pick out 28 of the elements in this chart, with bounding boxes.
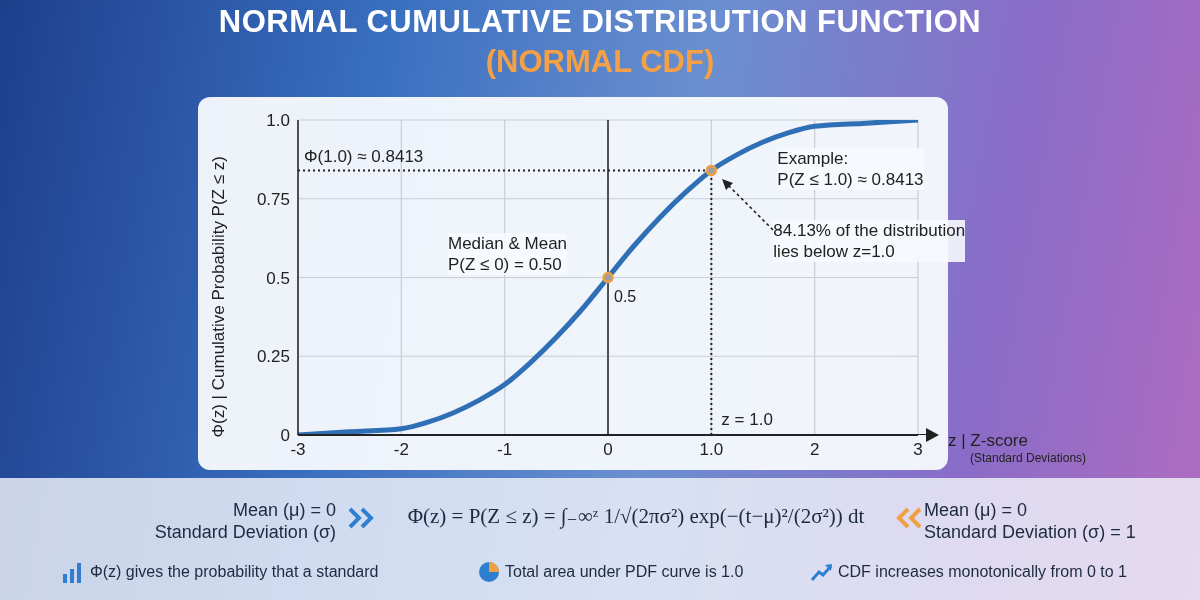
ref-line-label: Φ(1.0) ≈ 0.8413 xyxy=(304,147,424,167)
x-tick-label: 1.0 xyxy=(699,440,724,460)
y-tick-label: 0.25 xyxy=(256,347,290,367)
annotation: Median & Mean P(Z ≤ 0) = 0.50 xyxy=(448,232,568,275)
x-axis-title: z | Z-score (Standard Deviations) xyxy=(948,431,1087,465)
x-tick-label: 0 xyxy=(603,440,613,460)
y-tick-label: 0 xyxy=(280,426,290,446)
text: Total area under PDF curve is 1.0 xyxy=(505,562,745,582)
annotation: 84.13% of the distribution lies below z=1.0 xyxy=(773,220,966,263)
chart-subtitle: (NORMAL CDF) xyxy=(484,44,716,80)
data-label: 0.5 xyxy=(614,287,637,305)
x-tick-label: 3 xyxy=(913,440,923,460)
x-tick-label: -2 xyxy=(393,440,409,460)
x-tick-label: 2 xyxy=(809,440,820,460)
y-axis-title: Φ(z) | Cumulative Probability P(Z ≤ z) xyxy=(209,156,229,438)
text: Φ(z) gives the probability that a standard xyxy=(90,562,380,582)
text: Mean (μ) = 0 Standard Deviation (σ) = 1 xyxy=(924,500,1137,544)
y-tick-label: 0.5 xyxy=(266,268,290,288)
ref-line-label: z = 1.0 xyxy=(721,410,773,429)
y-tick-label: 0.75 xyxy=(256,189,290,209)
x-tick-label: -1 xyxy=(497,440,513,460)
annotation: Example: P(Z ≤ 1.0) ≈ 0.8413 xyxy=(777,148,924,191)
y-tick-label: 1.0 xyxy=(266,111,290,131)
x-tick-label: -3 xyxy=(290,440,306,460)
text: CDF increases monotonically from 0 to 1 xyxy=(838,562,1128,582)
chart-title: NORMAL CUMULATIVE DISTRIBUTION FUNCTION xyxy=(217,4,983,40)
text: Mean (μ) = 0 Standard Deviation (σ) xyxy=(153,500,336,544)
text: Φ(z) = P(Z ≤ z) = ∫₋∞ᶻ 1/√(2πσ²) exp(−(t−μ)²/(2σ²)) dt xyxy=(406,504,866,530)
